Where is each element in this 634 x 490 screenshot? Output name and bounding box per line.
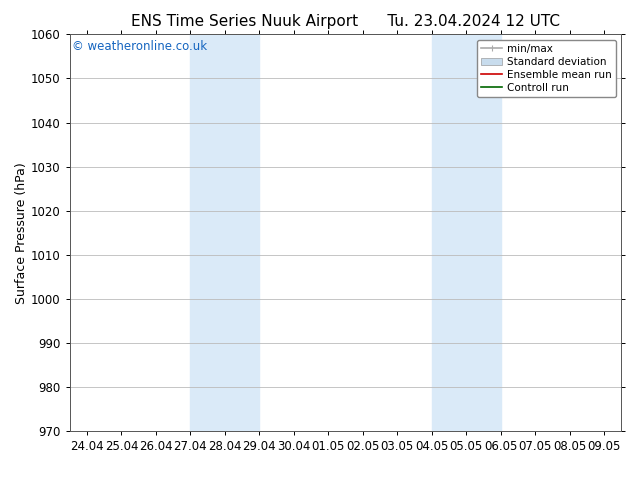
Y-axis label: Surface Pressure (hPa): Surface Pressure (hPa) — [15, 162, 28, 304]
Title: ENS Time Series Nuuk Airport      Tu. 23.04.2024 12 UTC: ENS Time Series Nuuk Airport Tu. 23.04.2… — [131, 14, 560, 29]
Legend: min/max, Standard deviation, Ensemble mean run, Controll run: min/max, Standard deviation, Ensemble me… — [477, 40, 616, 97]
Text: © weatheronline.co.uk: © weatheronline.co.uk — [72, 40, 207, 53]
Bar — [432, 34, 501, 431]
Bar — [190, 34, 259, 431]
